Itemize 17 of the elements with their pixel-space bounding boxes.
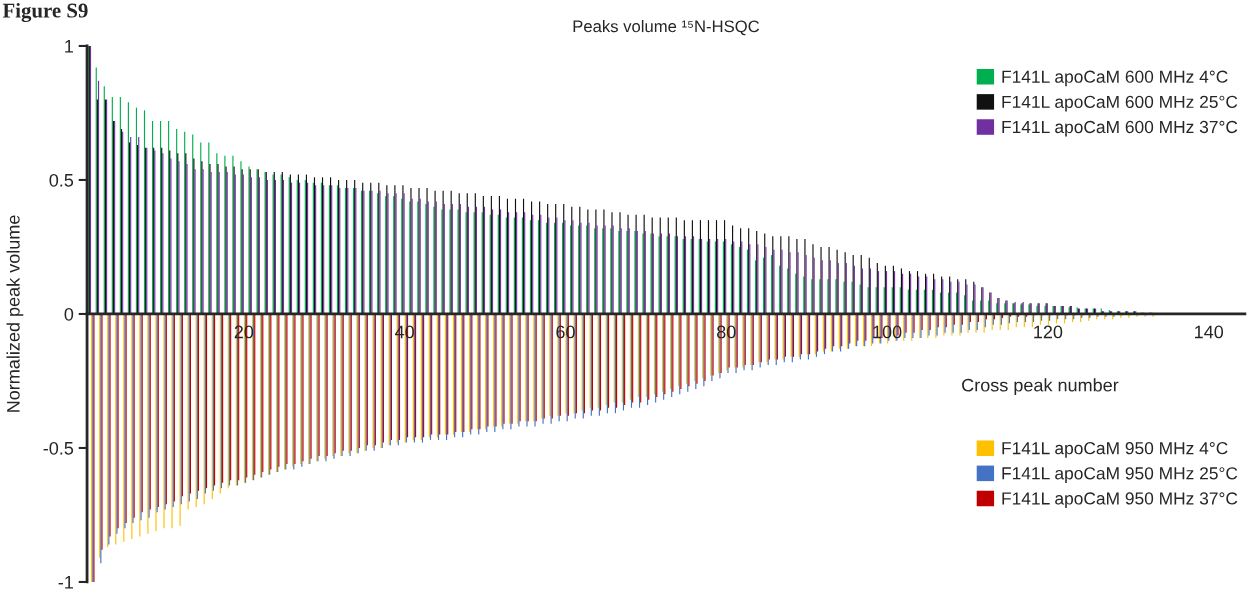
caption: Figure S9 (2, 2, 88, 23)
y-tick-label: 0.5 (49, 173, 74, 187)
x-tick-label: 140 (1195, 325, 1224, 339)
y-tick-label: -0.5 (43, 441, 74, 455)
legend-label: F141L apoCaM 600 MHz 25°C (1002, 95, 1238, 112)
y-tick-label: 0 (64, 307, 74, 321)
chart-title: Peaks volume ¹⁵N-HSQC (573, 19, 760, 36)
legend-label: F141L apoCaM 600 MHz 37°C (1002, 120, 1238, 137)
x-axis-title: Cross peak number (962, 378, 1119, 396)
legend-label: F141L apoCaM 950 MHz 4°C (1002, 442, 1228, 458)
legend-label: F141L apoCaM 950 MHz 25°C (1002, 467, 1238, 483)
x-tick-label: 120 (1034, 325, 1063, 339)
y-tick-label: 1 (65, 40, 73, 53)
y-axis-title: Normalized peak volume (6, 215, 24, 412)
legend-label: F141L apoCaM 600 MHz 4°C (1002, 70, 1228, 87)
legend-label: F141L apoCaM 950 MHz 37°C (1002, 492, 1238, 509)
y-tick-label: -1 (58, 576, 73, 589)
